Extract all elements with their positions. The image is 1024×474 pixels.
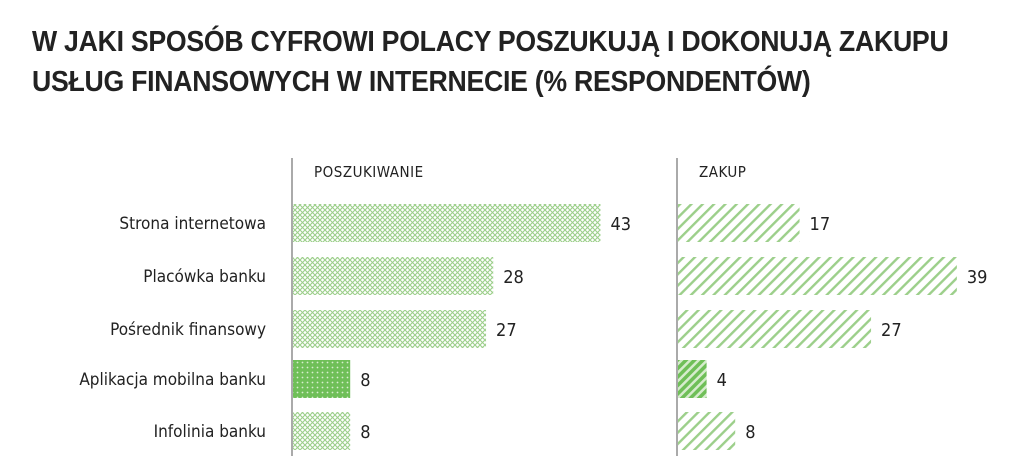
value-label: 8 [745, 422, 755, 443]
category-label: Infolinia banku [154, 422, 266, 442]
series-header: POSZUKIWANIE [314, 163, 424, 181]
bar [678, 257, 957, 295]
bar [293, 360, 351, 398]
value-label: 4 [717, 370, 727, 391]
bar [293, 412, 351, 450]
series-header: ZAKUP [699, 163, 746, 181]
bar [293, 204, 601, 242]
bar [678, 412, 736, 450]
value-label: 27 [496, 320, 517, 341]
value-label: 27 [881, 320, 902, 341]
value-label: 43 [610, 214, 631, 235]
value-label: 28 [503, 267, 524, 288]
bar [678, 204, 800, 242]
value-label: 39 [967, 267, 988, 288]
chart-title: W JAKI SPOSÓB CYFROWI POLACY POSZUKUJĄ I… [32, 22, 989, 102]
bar [678, 310, 872, 348]
category-label: Placówka banku [143, 267, 266, 287]
category-label: Aplikacja mobilna banku [79, 370, 266, 390]
value-label: 8 [360, 422, 370, 443]
category-label: Pośrednik finansowy [110, 320, 266, 340]
title-line-1: W JAKI SPOSÓB CYFROWI POLACY POSZUKUJĄ I… [32, 26, 949, 58]
value-label: 8 [360, 370, 370, 391]
category-label: Strona internetowa [119, 214, 266, 234]
bar [678, 360, 707, 398]
title-line-2: USŁUG FINANSOWYCH W INTERNECIE (% RESPON… [32, 66, 811, 98]
value-label: 17 [810, 214, 831, 235]
bar [293, 310, 487, 348]
bar [293, 257, 494, 295]
